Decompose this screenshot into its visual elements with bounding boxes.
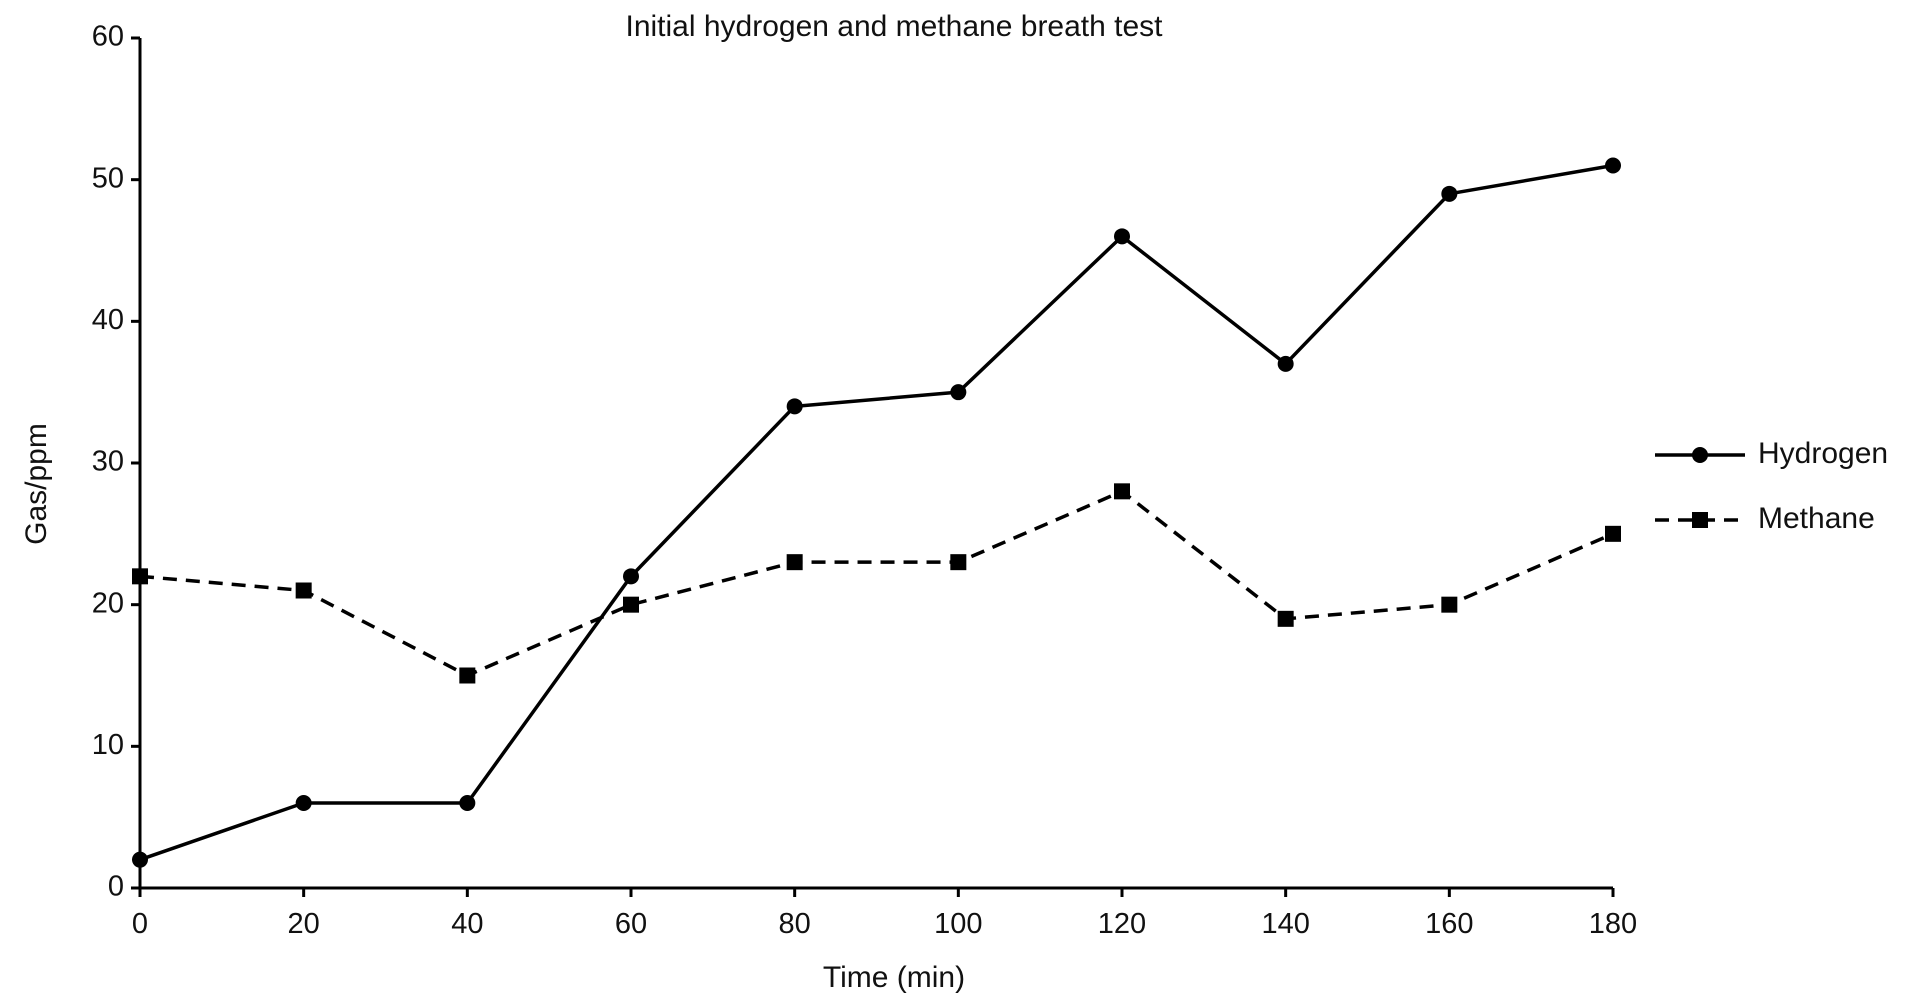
hydrogen-point bbox=[295, 795, 312, 811]
hydrogen-point bbox=[459, 795, 476, 811]
y-axis-label: Gas/ppm bbox=[20, 423, 53, 545]
methane-series-line bbox=[139, 489, 1614, 678]
methane-legend-marker bbox=[1692, 512, 1708, 528]
x-tick-label: 120 bbox=[1098, 908, 1146, 940]
methane-point bbox=[1114, 483, 1130, 500]
y-tick-label: 30 bbox=[92, 446, 124, 478]
hydrogen-legend-marker bbox=[1692, 447, 1708, 463]
methane-point bbox=[786, 554, 803, 571]
methane-point bbox=[1605, 525, 1621, 542]
chart-title: Initial hydrogen and methane breath test bbox=[625, 10, 1163, 43]
x-tick-label: 80 bbox=[779, 908, 811, 940]
series-layer bbox=[132, 157, 1621, 868]
methane-point bbox=[459, 667, 476, 684]
y-tick-label: 0 bbox=[108, 871, 124, 903]
y-tick-label: 60 bbox=[92, 21, 124, 53]
hydrogen-point bbox=[1114, 228, 1130, 245]
y-tick-group: 0 10 20 30 40 50 60 bbox=[92, 21, 140, 903]
methane-point bbox=[950, 554, 967, 571]
x-tick-label: 40 bbox=[451, 908, 483, 940]
hydrogen-point bbox=[786, 398, 803, 415]
hydrogen-point bbox=[132, 851, 148, 868]
y-tick-label: 20 bbox=[92, 587, 124, 619]
x-axis-label: Time (min) bbox=[823, 961, 965, 994]
x-tick-label: 20 bbox=[288, 908, 320, 940]
x-tick-label: 140 bbox=[1261, 908, 1309, 940]
methane-legend-label: Methane bbox=[1758, 502, 1875, 535]
x-tick-label: 160 bbox=[1425, 908, 1473, 940]
methane-point bbox=[1441, 596, 1458, 613]
methane-point bbox=[295, 582, 312, 599]
hydrogen-point bbox=[1277, 355, 1294, 372]
hydrogen-point bbox=[1441, 185, 1458, 202]
y-tick-label: 10 bbox=[92, 729, 124, 761]
methane-point bbox=[132, 568, 148, 585]
x-tick-label: 100 bbox=[934, 908, 982, 940]
hydrogen-series-line bbox=[139, 163, 1614, 862]
hydrogen-point bbox=[623, 568, 639, 585]
hydrogen-legend-label: Hydrogen bbox=[1758, 437, 1888, 470]
methane-point bbox=[1277, 610, 1294, 627]
x-tick-label: 60 bbox=[615, 908, 647, 940]
x-tick-label: 0 bbox=[132, 908, 148, 940]
methane-point bbox=[623, 596, 639, 613]
x-tick-label: 180 bbox=[1589, 908, 1637, 940]
x-tick-group: 0 20 40 60 80 100 120 140 160 180 bbox=[132, 888, 1637, 940]
y-tick-label: 40 bbox=[92, 304, 124, 336]
y-tick-label: 50 bbox=[92, 162, 124, 194]
hydrogen-point bbox=[1605, 157, 1621, 174]
hydrogen-point bbox=[950, 384, 967, 401]
legend: Hydrogen Methane bbox=[1655, 437, 1888, 535]
